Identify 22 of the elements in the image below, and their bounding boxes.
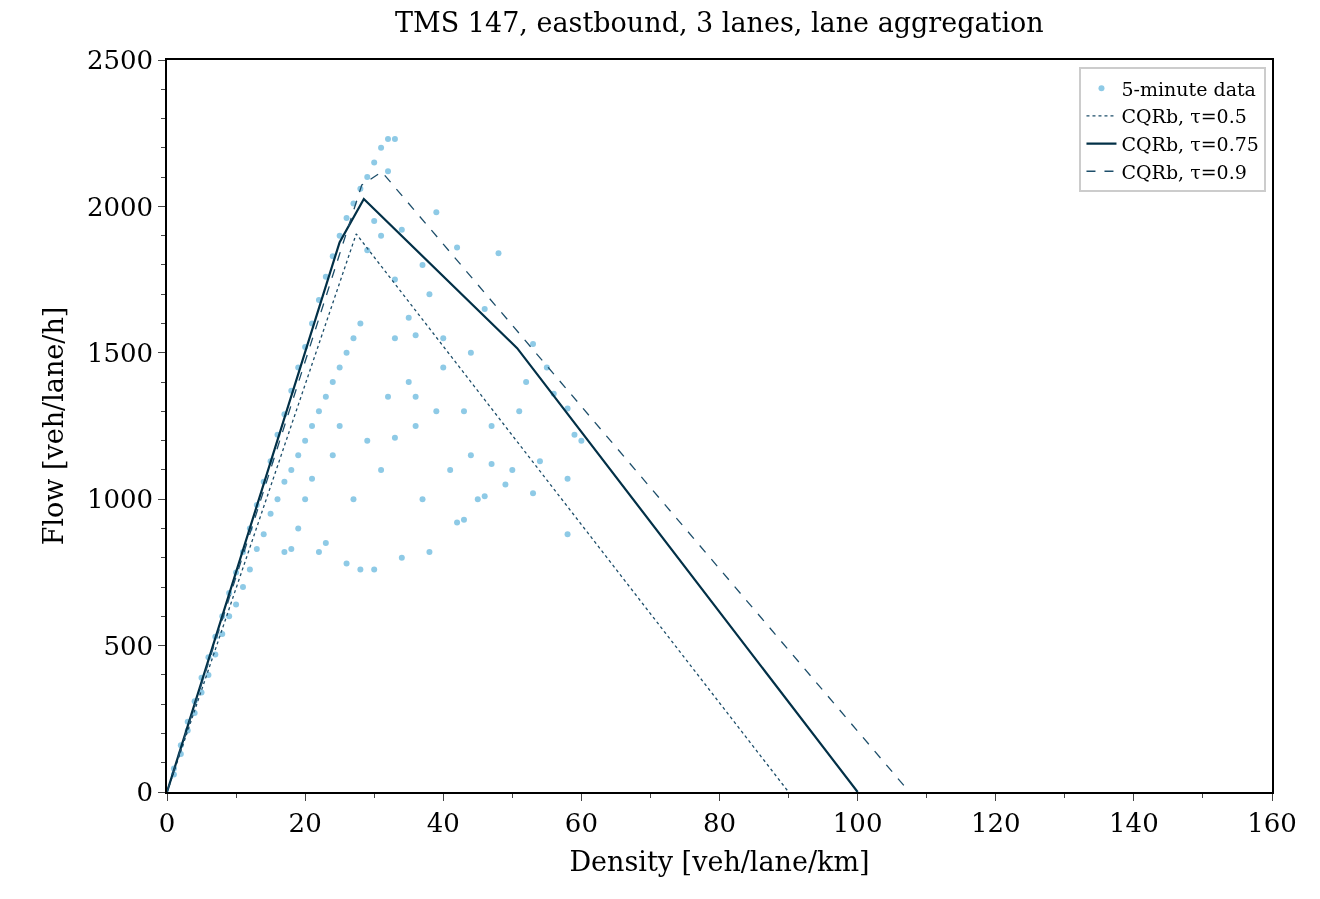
y-axis-title: Flow [veh/lane/h] (38, 306, 70, 546)
x-tick-label: 140 (1109, 807, 1159, 838)
y-tick-label: 500 (103, 630, 154, 661)
x-tick-label: 120 (970, 807, 1021, 838)
legend-label: CQRb, τ=0.75 (1121, 132, 1259, 155)
legend-label: 5-minute data (1121, 77, 1256, 100)
x-tick-label: 160 (1247, 807, 1297, 838)
y-tick-label: 2000 (86, 191, 154, 222)
x-tick-label: 60 (564, 807, 598, 838)
x-tick-label: 0 (158, 807, 176, 838)
y-tick-label: 1000 (86, 484, 154, 515)
x-axis-title: Density [veh/lane/km] (569, 845, 870, 877)
y-tick-label: 2500 (86, 45, 154, 76)
legend-label: CQRb, τ=0.5 (1121, 105, 1247, 128)
x-tick-label: 20 (288, 807, 322, 838)
x-tick-label: 40 (426, 807, 460, 838)
x-tick-label: 80 (702, 807, 737, 838)
y-tick-label: 0 (136, 777, 154, 808)
legend-label: CQRb, τ=0.9 (1121, 160, 1247, 183)
chart-title: TMS 147, eastbound, 3 lanes, lane aggregation (395, 7, 1044, 39)
x-tick-label: 100 (832, 807, 883, 838)
y-tick-label: 1500 (86, 337, 154, 368)
